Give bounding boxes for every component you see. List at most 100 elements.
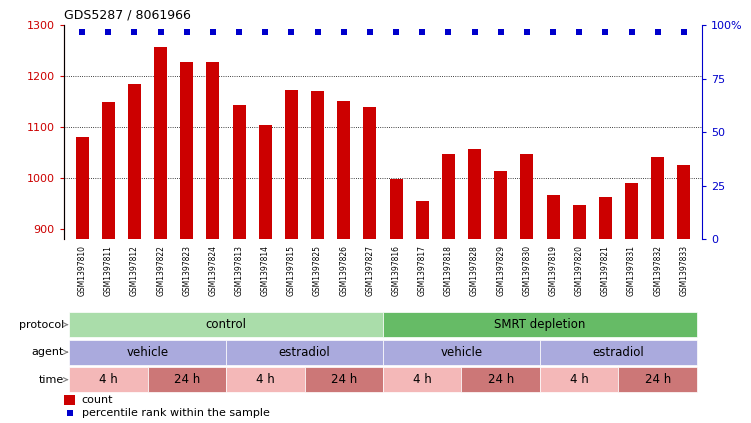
- Text: GSM1397831: GSM1397831: [627, 245, 636, 296]
- Text: vehicle: vehicle: [126, 346, 169, 359]
- Bar: [625, 183, 638, 239]
- Bar: [540, 367, 619, 392]
- Bar: [207, 62, 219, 239]
- Text: 4 h: 4 h: [256, 373, 275, 386]
- Point: [312, 28, 324, 35]
- Bar: [69, 340, 226, 365]
- Point: [155, 28, 167, 35]
- Text: time: time: [39, 375, 64, 385]
- Text: 4 h: 4 h: [570, 373, 589, 386]
- Bar: [128, 84, 141, 239]
- Text: control: control: [206, 318, 246, 331]
- Bar: [285, 90, 298, 239]
- Text: GSM1397827: GSM1397827: [366, 245, 375, 296]
- Text: 24 h: 24 h: [487, 373, 514, 386]
- Bar: [462, 367, 540, 392]
- Text: vehicle: vehicle: [440, 346, 483, 359]
- Text: agent: agent: [32, 347, 64, 357]
- Text: GSM1397822: GSM1397822: [156, 245, 165, 296]
- Text: GSM1397810: GSM1397810: [77, 245, 86, 296]
- Point: [285, 28, 297, 35]
- Point: [469, 28, 481, 35]
- Point: [495, 28, 507, 35]
- Point: [128, 28, 140, 35]
- Text: GSM1397818: GSM1397818: [444, 245, 453, 296]
- Point: [64, 410, 76, 417]
- Bar: [363, 107, 376, 239]
- Bar: [69, 367, 147, 392]
- Text: protocol: protocol: [19, 320, 64, 330]
- Text: GSM1397825: GSM1397825: [313, 245, 322, 296]
- Point: [364, 28, 376, 35]
- Point: [259, 28, 271, 35]
- Text: 24 h: 24 h: [644, 373, 671, 386]
- Text: GSM1397832: GSM1397832: [653, 245, 662, 296]
- Point: [626, 28, 638, 35]
- Bar: [442, 154, 455, 239]
- Point: [599, 28, 611, 35]
- Text: GSM1397829: GSM1397829: [496, 245, 505, 296]
- Point: [233, 28, 245, 35]
- Text: count: count: [82, 395, 113, 405]
- Text: GSM1397819: GSM1397819: [548, 245, 557, 296]
- Bar: [599, 197, 612, 239]
- Bar: [64, 395, 75, 405]
- Text: GSM1397824: GSM1397824: [209, 245, 218, 296]
- Point: [338, 28, 350, 35]
- Text: estradiol: estradiol: [593, 346, 644, 359]
- Bar: [180, 62, 193, 239]
- Text: 24 h: 24 h: [173, 373, 200, 386]
- Bar: [468, 149, 481, 239]
- Bar: [651, 157, 664, 239]
- Bar: [619, 367, 697, 392]
- Point: [76, 28, 88, 35]
- Bar: [520, 154, 533, 239]
- Bar: [226, 340, 383, 365]
- Bar: [573, 206, 586, 239]
- Bar: [226, 367, 304, 392]
- Text: GSM1397833: GSM1397833: [680, 245, 689, 296]
- Bar: [416, 201, 429, 239]
- Text: GSM1397812: GSM1397812: [130, 245, 139, 296]
- Text: GSM1397816: GSM1397816: [391, 245, 400, 296]
- Bar: [390, 179, 403, 239]
- Bar: [102, 102, 115, 239]
- Point: [521, 28, 533, 35]
- Text: 4 h: 4 h: [413, 373, 432, 386]
- Text: SMRT depletion: SMRT depletion: [494, 318, 586, 331]
- Bar: [147, 367, 226, 392]
- Bar: [383, 367, 462, 392]
- Point: [416, 28, 428, 35]
- Bar: [233, 105, 246, 239]
- Point: [652, 28, 664, 35]
- Point: [442, 28, 454, 35]
- Bar: [259, 124, 272, 239]
- Bar: [383, 312, 697, 337]
- Text: percentile rank within the sample: percentile rank within the sample: [82, 408, 270, 418]
- Point: [207, 28, 219, 35]
- Text: GSM1397820: GSM1397820: [575, 245, 584, 296]
- Point: [573, 28, 585, 35]
- Text: GSM1397821: GSM1397821: [601, 245, 610, 296]
- Text: GSM1397817: GSM1397817: [418, 245, 427, 296]
- Point: [547, 28, 559, 35]
- Point: [390, 28, 402, 35]
- Bar: [311, 91, 324, 239]
- Bar: [540, 340, 697, 365]
- Point: [181, 28, 193, 35]
- Text: 24 h: 24 h: [330, 373, 357, 386]
- Bar: [494, 171, 507, 239]
- Text: GSM1397828: GSM1397828: [470, 245, 479, 296]
- Point: [678, 28, 690, 35]
- Text: 4 h: 4 h: [99, 373, 118, 386]
- Bar: [154, 47, 167, 239]
- Text: GDS5287 / 8061966: GDS5287 / 8061966: [64, 8, 191, 21]
- Text: GSM1397813: GSM1397813: [234, 245, 243, 296]
- Text: GSM1397814: GSM1397814: [261, 245, 270, 296]
- Bar: [69, 312, 383, 337]
- Bar: [76, 137, 89, 239]
- Point: [102, 28, 114, 35]
- Bar: [304, 367, 383, 392]
- Bar: [383, 340, 540, 365]
- Text: GSM1397815: GSM1397815: [287, 245, 296, 296]
